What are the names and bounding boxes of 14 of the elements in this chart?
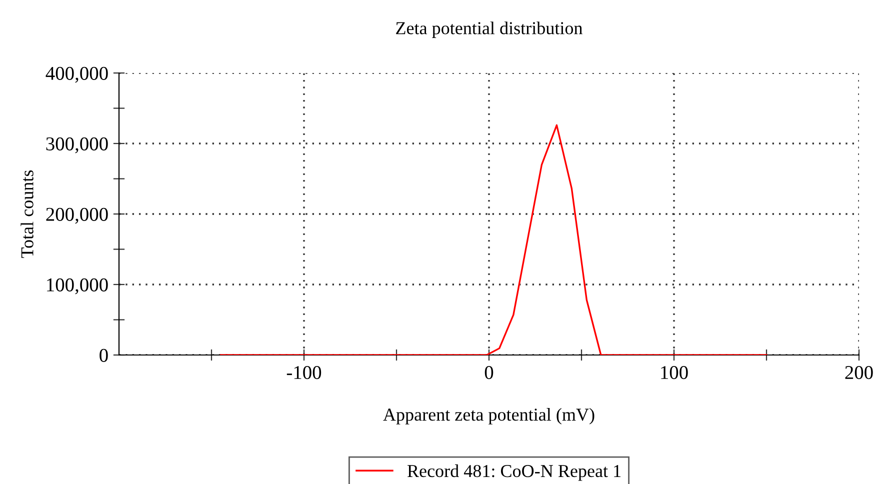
y-axis-title: Total counts bbox=[20, 170, 34, 258]
line-series bbox=[220, 124, 768, 355]
y-tick-label: 400,000 bbox=[46, 66, 108, 83]
y-tick-label: 100,000 bbox=[47, 278, 108, 294]
legend-label: Record 481: CoO-N Repeat 1 bbox=[407, 464, 620, 481]
chart-title: Zeta potential distribution bbox=[396, 22, 582, 38]
x-tick-label: 0 bbox=[484, 366, 494, 380]
x-tick-label: 200 bbox=[845, 366, 873, 380]
y-tick-label: 300,000 bbox=[46, 137, 108, 154]
y-tick-label: 0 bbox=[100, 348, 108, 362]
x-tick-label: 100 bbox=[661, 366, 688, 380]
x-tick-label: -100 bbox=[286, 366, 322, 380]
y-tick-label: 200,000 bbox=[46, 208, 108, 224]
x-axis-title: Apparent zeta potential (mV) bbox=[383, 408, 594, 424]
